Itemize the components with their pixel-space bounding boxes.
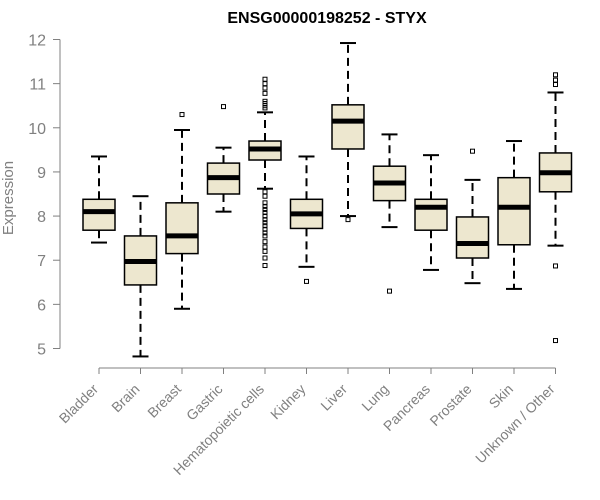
outlier-point (262, 81, 268, 87)
y-tick-label: 5 (37, 342, 46, 359)
outlier-point (262, 220, 268, 226)
x-tick-label: Bladder (56, 381, 102, 427)
y-axis: 5 6 7 8 9 10 11 12 (28, 33, 61, 359)
box-liver (331, 42, 365, 223)
y-tick-label: 9 (37, 165, 46, 182)
outlier-point (553, 338, 558, 344)
x-tick-label: Kidney (267, 381, 309, 423)
box-pancreas (414, 154, 448, 271)
x-tick-label: Prostate (426, 381, 474, 429)
outlier-point (262, 263, 268, 269)
outlier-point (345, 217, 351, 223)
outlier-point (553, 82, 558, 88)
box-unknown-other (538, 72, 573, 344)
plot-area (82, 42, 573, 358)
outlier-point (470, 148, 475, 154)
outlier-point (262, 255, 268, 261)
outlier-point (262, 189, 268, 195)
outlier-point (262, 90, 268, 96)
iqr-box (497, 176, 531, 246)
outlier-point (262, 203, 268, 209)
x-tick-label: Unknown / Other (472, 381, 558, 467)
x-tick-label: Liver (317, 381, 350, 414)
x-tick-label: Skin (486, 381, 517, 412)
y-tick-label: 7 (37, 253, 46, 270)
outlier-point (262, 105, 268, 111)
outlier-point (553, 77, 558, 83)
x-tick-label: Brain (108, 381, 142, 415)
box-kidney (289, 155, 324, 284)
iqr-box (331, 104, 365, 150)
outlier-point (262, 206, 268, 212)
outlier-point (387, 288, 392, 294)
box-skin (497, 140, 531, 290)
outlier-point (553, 263, 558, 269)
outlier-point (262, 239, 268, 245)
y-tick-label: 10 (28, 121, 46, 138)
outlier-point (179, 112, 185, 118)
box-hematopoietic-cells (248, 76, 282, 269)
box-gastric (206, 104, 241, 213)
outlier-point (262, 248, 268, 254)
x-tick-label: Lung (358, 381, 391, 414)
y-tick-label: 11 (29, 77, 46, 94)
box-prostate (455, 148, 490, 285)
outlier-point (304, 278, 309, 284)
outlier-point (262, 76, 268, 82)
y-tick-label: 8 (37, 209, 46, 226)
iqr-box (414, 198, 448, 231)
iqr-box (165, 202, 199, 255)
chart-title: ENSG00000198252 - STYX (227, 10, 427, 27)
y-tick-label: 6 (37, 297, 46, 314)
y-axis-label: Expression (0, 161, 17, 235)
outlier-point (262, 85, 268, 91)
iqr-box (82, 198, 116, 231)
box-bladder (82, 155, 116, 244)
box-breast (165, 112, 199, 310)
box-brain (123, 195, 158, 358)
box-lung (372, 133, 407, 294)
iqr-box (455, 216, 490, 259)
outlier-point (262, 244, 268, 250)
x-tick-label: Breast (144, 381, 184, 421)
outlier-point (262, 230, 268, 236)
outlier-point (553, 72, 558, 78)
outlier-point (262, 193, 268, 199)
y-tick-label: 12 (28, 33, 46, 50)
outlier-point (262, 233, 268, 239)
outlier-point (262, 217, 268, 223)
outlier-point (221, 104, 226, 110)
